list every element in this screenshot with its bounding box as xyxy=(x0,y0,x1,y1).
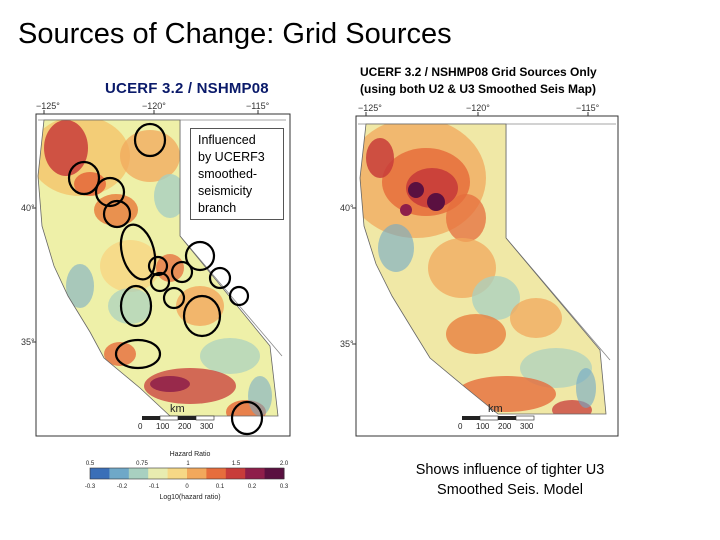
left-scale-tick: 0 xyxy=(138,422,143,431)
left-scale-unit: km xyxy=(170,403,185,415)
colorbar-bottom-tick: 0.1 xyxy=(216,484,225,490)
change-circle xyxy=(230,400,264,436)
change-circle xyxy=(162,286,186,310)
change-circle xyxy=(147,255,169,277)
left-lon-label-1: −125° xyxy=(36,101,60,111)
left-scale-tick: 300 xyxy=(200,422,214,431)
colorbar-bottom-tick: 0 xyxy=(185,484,189,490)
right-caption-line-1: UCERF 3.2 / NSHMP08 Grid Sources Only xyxy=(360,65,597,79)
bottom-note-line-2: Smoothed Seis. Model xyxy=(437,482,583,498)
colorbar-swatch xyxy=(187,468,207,479)
right-scale-tick: 0 xyxy=(458,422,463,431)
callout-line: by UCERF3 xyxy=(198,150,265,164)
callout-line: branch xyxy=(198,201,237,215)
right-caption-line-2: (using both U2 & U3 Smoothed Seis Map) xyxy=(360,82,597,96)
colorbar-bottom-tick: 0.2 xyxy=(248,484,257,490)
right-scale-bar xyxy=(462,415,535,421)
colorbar-swatch xyxy=(245,468,266,479)
callout-box: Influenced by UCERF3 smoothed- seismicit… xyxy=(190,128,284,220)
slide-title: Sources of Change: Grid Sources xyxy=(18,18,452,50)
change-circle xyxy=(119,223,157,281)
change-circle xyxy=(208,266,232,290)
right-lon-label-3: −115° xyxy=(576,103,600,113)
colorbar-swatch xyxy=(109,468,130,479)
colorbar-bottom-tick: -0.3 xyxy=(85,484,96,490)
left-scale-tick: 100 xyxy=(156,422,170,431)
left-lat-label-1: 40° xyxy=(21,203,35,213)
colorbar-swatch xyxy=(148,468,169,479)
colorbar-bottom-tick: 0.3 xyxy=(280,484,289,490)
bottom-note-line-1: Shows influence of tighter U3 xyxy=(415,462,605,478)
change-circle xyxy=(67,160,101,196)
colorbar-label: Log10(hazard ratio) xyxy=(159,494,220,501)
callout-line: seismicity xyxy=(198,184,253,198)
colorbar-top-tick: 1 xyxy=(186,461,190,467)
left-lat-label-2: 35° xyxy=(21,337,35,347)
callout-line: Influenced xyxy=(198,133,256,147)
right-map-caption: UCERF 3.2 / NSHMP08 Grid Sources Only (u… xyxy=(360,64,597,98)
colorbar-top-tick: 0.5 xyxy=(86,461,95,467)
right-lon-label-2: −120° xyxy=(466,103,490,113)
colorbar-swatch xyxy=(90,468,110,479)
colorbar-swatch xyxy=(264,468,285,479)
colorbar-swatches xyxy=(90,468,285,479)
left-lon-label-2: −120° xyxy=(142,101,166,111)
hazard-colorbar: Hazard Ratio 0.5 0.75 1 1.5 2.0 -0.3 -0.… xyxy=(85,451,289,501)
change-circle xyxy=(228,285,250,307)
right-scale-tick: 300 xyxy=(520,422,534,431)
colorbar-bottom-tick: -0.1 xyxy=(149,484,160,490)
right-lat-label-1: 40° xyxy=(340,203,354,213)
right-scale-tick: 200 xyxy=(498,422,512,431)
colorbar-title: Hazard Ratio xyxy=(170,451,211,458)
colorbar-swatch xyxy=(206,468,227,479)
left-scale-bar xyxy=(142,415,215,421)
change-circle xyxy=(133,122,167,158)
change-circle xyxy=(94,176,126,208)
colorbar-swatch xyxy=(225,468,246,479)
right-lat-label-2: 35° xyxy=(340,339,354,349)
change-circle xyxy=(114,338,162,370)
right-lon-label-1: −125° xyxy=(358,103,382,113)
colorbar-bottom-tick: -0.2 xyxy=(117,484,128,490)
change-circle xyxy=(102,199,132,229)
colorbar-swatch xyxy=(167,468,188,479)
right-scale-unit: km xyxy=(488,403,503,415)
left-map-heading: UCERF 3.2 / NSHMP08 xyxy=(105,80,269,97)
colorbar-top-tick: 2.0 xyxy=(280,461,289,467)
change-circle xyxy=(170,260,194,284)
callout-line: smoothed- xyxy=(198,167,258,181)
left-change-circles xyxy=(67,122,264,436)
change-circle xyxy=(149,271,171,293)
colorbar-top-tick: 0.75 xyxy=(136,461,148,467)
left-scale-tick: 200 xyxy=(178,422,192,431)
change-circle xyxy=(182,294,222,338)
right-scale-tick: 100 xyxy=(476,422,490,431)
change-circle xyxy=(119,284,153,328)
right-map: −125° −120° −115° 40° 35° km 0 100 xyxy=(340,103,619,437)
colorbar-swatch xyxy=(128,468,149,479)
change-circle xyxy=(184,240,216,272)
colorbar-top-tick: 1.5 xyxy=(232,461,241,467)
bottom-note: Shows influence of tighter U3 Smoothed S… xyxy=(392,460,628,500)
left-lon-label-3: −115° xyxy=(246,101,270,111)
